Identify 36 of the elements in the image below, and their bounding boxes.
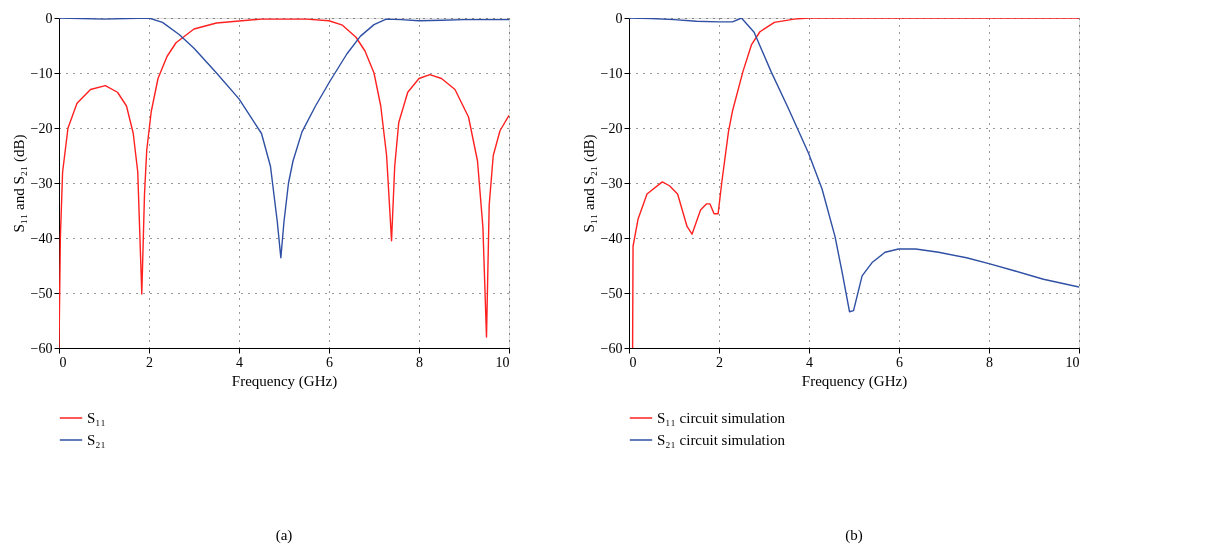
y-tick-label: −50 <box>600 285 623 301</box>
y-tick-label: −10 <box>600 65 623 81</box>
y-axis-title: S₁₁ and S₂₁ (dB) <box>10 134 28 233</box>
y-tick-label: −60 <box>30 340 53 356</box>
text: (b) <box>845 527 863 544</box>
x-tick-label: 6 <box>326 354 333 370</box>
x-axis-title: Frequency (GHz) <box>801 372 908 390</box>
x-tick-label: 2 <box>146 354 153 370</box>
x-tick-label: 8 <box>416 354 423 370</box>
x-tick-label: 6 <box>896 354 903 370</box>
y-axis-title: S₁₁ and S₂₁ (dB) <box>580 134 598 233</box>
legend-label: S₁₁ <box>87 410 106 426</box>
legend-label: S₁₁ circuit simulation <box>657 410 786 426</box>
x-tick-label: 8 <box>986 354 993 370</box>
x-tick-label: 0 <box>59 354 67 370</box>
x-tick-label: 10 <box>495 354 510 370</box>
y-tick-label: −50 <box>30 285 53 301</box>
y-tick-label: −30 <box>600 175 623 191</box>
y-tick-label: 0 <box>45 10 53 26</box>
y-tick-label: −40 <box>30 230 53 246</box>
y-tick-label: −10 <box>30 65 53 81</box>
y-tick-label: −20 <box>30 120 53 136</box>
legend-label: S₂₁ <box>87 432 106 448</box>
y-tick-label: −20 <box>600 120 623 136</box>
x-tick-label: 10 <box>1065 354 1080 370</box>
y-tick-label: −60 <box>600 340 623 356</box>
y-tick-label: −30 <box>30 175 53 191</box>
x-tick-label: 4 <box>806 354 813 370</box>
legend-label: S₂₁ circuit simulation <box>657 432 786 448</box>
x-tick-label: 0 <box>629 354 637 370</box>
text: (a) <box>275 527 293 544</box>
x-tick-label: 2 <box>716 354 723 370</box>
x-axis-title: Frequency (GHz) <box>231 372 338 390</box>
y-tick-label: 0 <box>615 10 623 26</box>
y-tick-label: −40 <box>600 230 623 246</box>
x-tick-label: 4 <box>236 354 243 370</box>
